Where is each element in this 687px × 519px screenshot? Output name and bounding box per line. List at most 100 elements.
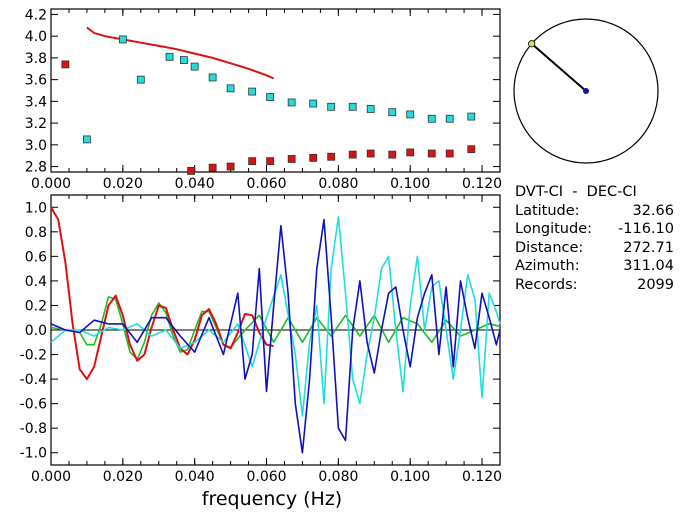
correlation-series-blue [50,218,501,454]
correlation-series-green [50,296,501,361]
dispersion-xtick-label: 0.120 [462,176,502,192]
dispersion-point-cyan [165,52,174,61]
dispersion-point-cyan [136,75,145,84]
dispersion-point-red [348,150,357,159]
dispersion-point-red [327,152,336,161]
dispersion-point-red [287,155,296,163]
correlation-ytick-label: 0.2 [25,298,47,314]
dispersion-point-red [467,145,476,154]
latitude-label: Latitude: [515,202,580,219]
correlation-xtick-label: 0.100 [390,469,430,485]
records-value: 2099 [637,276,674,293]
dispersion-point-red [61,60,70,69]
longitude-label: Longitude: [515,221,593,238]
info-row-records: Records: 2099 [515,276,674,295]
dispersion-point-red [366,149,375,158]
dispersion-point-cyan [190,62,199,71]
station-pair-title: DVT-CI - DEC-CI [515,184,637,200]
correlation-ytick-label: 0.8 [25,225,47,241]
dispersion-frame [50,8,501,173]
correlation-ytick-label: -1.0 [20,446,47,462]
dispersion-xtick-label: 0.020 [103,176,143,192]
dispersion-point-red [248,157,257,166]
dispersion-ytick-label: 4.0 [25,29,47,45]
dispersion-xtick-label: 0.100 [390,176,430,192]
azimuth-value: 311.04 [623,258,674,275]
correlation-series-red [50,206,274,381]
dispersion-point-cyan [208,73,217,82]
dispersion-point-cyan [266,93,275,101]
correlation-xtick-label: 0.120 [462,469,502,485]
dispersion-point-red [226,162,235,171]
dispersion-point-cyan [287,98,296,107]
info-row-distance: Distance: 272.71 [515,239,674,258]
distance-label: Distance: [515,239,584,256]
correlation-ytick-label: -0.2 [20,348,47,364]
dispersion-curve-red [86,26,275,80]
dispersion-point-cyan [248,87,257,96]
correlation-ytick-label: -0.4 [20,372,47,388]
correlation-xtick-label: 0.000 [31,469,71,485]
dispersion-point-cyan [348,102,357,111]
dispersion-point-cyan [327,102,336,111]
station-info-panel: DVT-CI - DEC-CI Latitude: 32.66 Longitud… [515,183,674,295]
center-marker [583,88,589,94]
dispersion-ytick-label: 3.6 [25,73,47,89]
dispersion-point-cyan [180,56,188,64]
info-row-longitude: Longitude: -116.10 [515,220,674,239]
correlation-xtick-label: 0.080 [318,469,358,485]
dispersion-point-red [309,153,318,162]
longitude-value: -116.10 [618,221,674,238]
azimuth-polar-panel [513,18,659,164]
dispersion-point-cyan [366,105,375,113]
dispersion-point-cyan [118,35,127,44]
correlation-ytick-label: 0.0 [25,323,47,339]
station-marker [528,40,536,48]
correlation-ytick-label: 0.6 [25,249,47,265]
correlation-panel: 0.000 0.020 0.040 0.060 0.080 0.100 0.120 -1.0 -… [20,194,502,485]
dispersion-xtick-label: 0.080 [318,176,358,192]
dispersion-point-cyan [83,135,91,144]
dispersion-ytick-label: 3.2 [25,116,47,132]
dispersion-panel: 0.000 0.020 0.040 0.060 0.080 0.100 0.120 2.8 3.… [25,7,502,192]
correlation-ytick-label: 0.4 [25,274,47,290]
correlation-xtick-label: 0.060 [246,469,286,485]
dispersion-point-cyan [445,114,454,123]
azimuth-line [531,42,587,92]
dispersion-point-red [388,150,397,159]
dispersion-point-red [445,149,454,158]
dispersion-ytick-label: 4.2 [25,7,47,23]
dispersion-point-cyan [427,114,436,123]
dispersion-point-cyan [406,110,415,119]
dispersion-point-cyan [309,99,318,108]
dispersion-point-red [427,149,436,158]
dispersion-ytick-label: 2.8 [25,160,47,176]
dispersion-xtick-label: 0.040 [175,176,215,192]
info-row-latitude: Latitude: 32.66 [515,202,674,221]
records-label: Records: [515,276,578,293]
azimuth-circle [513,18,659,164]
dispersion-point-cyan [226,84,235,93]
dispersion-point-red [208,163,217,172]
dispersion-ytick-label: 3.0 [25,138,47,154]
dispersion-point-red [187,167,195,175]
distance-value: 272.71 [623,239,674,256]
correlation-series-cyan [50,216,501,417]
correlation-ytick-label: -0.8 [20,421,47,437]
latitude-value: 32.66 [632,202,674,219]
dispersion-ytick-label: 3.8 [25,51,47,67]
dispersion-point-cyan [467,112,476,121]
azimuth-label: Azimuth: [515,258,580,275]
correlation-xtick-label: 0.020 [103,469,143,485]
dispersion-point-cyan [388,108,397,117]
dispersion-ytick-label: 3.4 [25,94,47,110]
correlation-ytick-label: 1.0 [25,200,47,216]
correlation-xtick-label: 0.040 [175,469,215,485]
dispersion-point-red [406,148,415,157]
dispersion-point-red [266,157,275,166]
dispersion-xtick-label: 0.060 [246,176,286,192]
info-row-azimuth: Azimuth: 311.04 [515,257,674,276]
dispersion-xtick-label: 0.000 [31,176,71,192]
x-axis-label: frequency (Hz) [202,488,342,510]
